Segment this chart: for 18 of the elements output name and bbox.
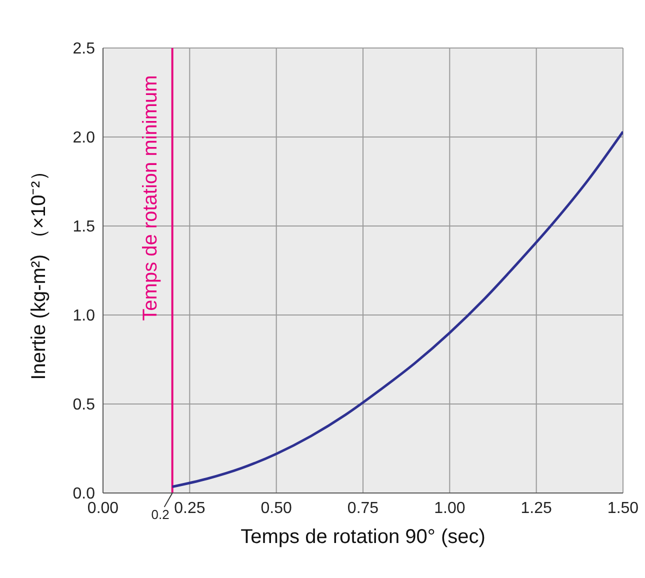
line-series — [171, 130, 623, 488]
x-tick-label: 1.00 — [434, 500, 466, 517]
y-axis-title: Inertie (kg-m²) （×10⁻²） — [28, 161, 50, 380]
x-axis-title: Temps de rotation 90° (sec) — [240, 526, 486, 548]
y-tick-label: 0.5 — [72, 396, 96, 414]
y-tick-label: 2.5 — [72, 40, 96, 58]
x-tick-label: 0.75 — [347, 500, 379, 517]
y-tick-label: 2.0 — [72, 130, 96, 147]
annotation: 0.2 — [151, 507, 170, 522]
x-tick-label: 0.50 — [260, 500, 292, 517]
y-tick-label: 0.0 — [72, 486, 96, 503]
y-tick-label: 1.5 — [72, 218, 96, 236]
x-tick-label: 0.25 — [174, 500, 206, 517]
y-tick-label: 1.0 — [72, 308, 96, 325]
x-tick-label: 0.00 — [87, 500, 119, 517]
ref-line-label: Temps de rotation minimum — [139, 75, 162, 321]
x-tick-label: 1.25 — [520, 500, 552, 517]
x-tick-label: 1.50 — [607, 500, 639, 517]
